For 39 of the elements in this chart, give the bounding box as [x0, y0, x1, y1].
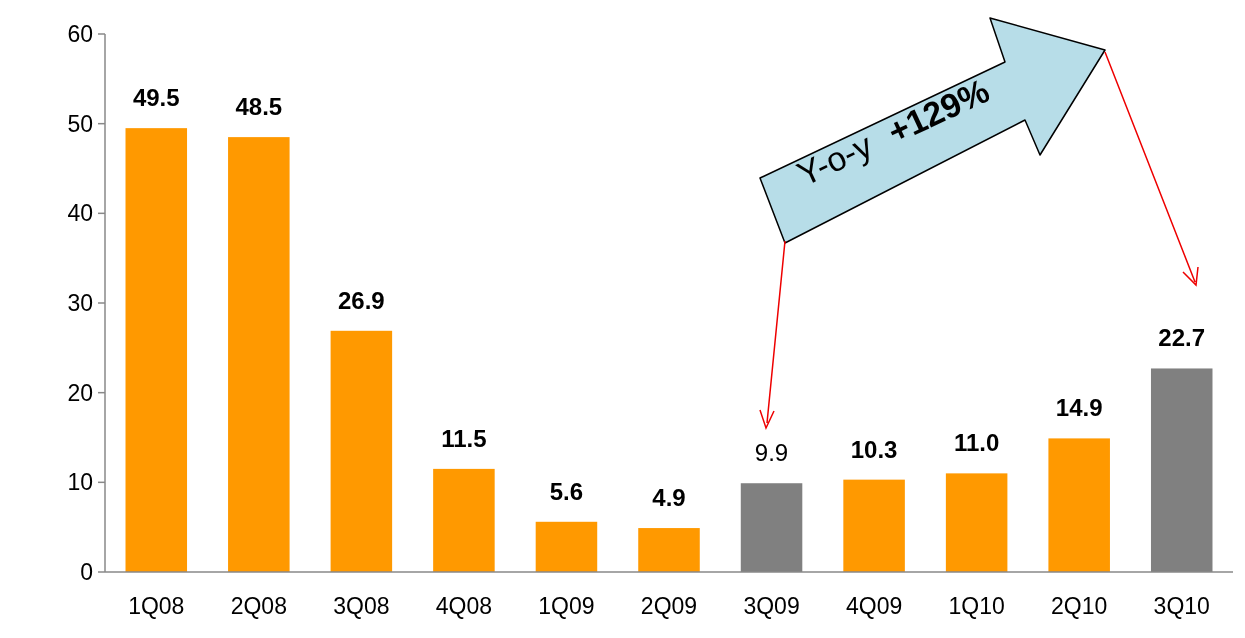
data-label: 26.9 [338, 286, 385, 314]
data-label: 11.5 [441, 424, 487, 452]
bar [945, 473, 1008, 572]
data-label: 14.9 [1055, 394, 1103, 422]
bar [638, 528, 700, 572]
x-tick-label: 2Q10 [1051, 593, 1108, 619]
bar [330, 330, 393, 572]
data-label: 11.0 [953, 429, 1000, 457]
y-tick-label: 50 [67, 110, 93, 137]
x-tick-label: 2Q09 [640, 593, 698, 619]
x-tick-label: 1Q09 [538, 593, 595, 619]
data-label: 48.5 [235, 93, 283, 121]
bar [433, 468, 495, 572]
x-tick-label: 4Q09 [845, 593, 903, 619]
x-tick-label: 3Q10 [1153, 593, 1210, 619]
y-tick-label: 10 [67, 469, 93, 496]
bar [1048, 438, 1110, 572]
data-label: 49.5 [132, 84, 180, 112]
y-tick-label: 0 [80, 559, 93, 586]
x-tick-label: 2Q08 [230, 593, 287, 619]
y-tick-label: 60 [67, 21, 93, 48]
x-tick-label: 3Q08 [333, 593, 390, 619]
x-tick-label: 4Q08 [435, 593, 493, 619]
x-tick-label: 1Q08 [128, 593, 185, 619]
y-tick-label: 40 [67, 200, 93, 227]
bar [843, 479, 905, 572]
y-tick-label: 20 [67, 379, 93, 406]
data-label: 10.3 [850, 435, 898, 463]
annotation: Y-o-y [791, 125, 878, 194]
data-label: 22.7 [1158, 324, 1206, 352]
x-tick-label: 3Q09 [743, 593, 800, 619]
x-tick-label: 1Q10 [948, 593, 1005, 619]
data-label: 5.6 [549, 477, 584, 505]
bar [228, 137, 290, 572]
data-label: 9.9 [754, 439, 789, 467]
bar [535, 521, 598, 572]
y-tick-label: 30 [67, 290, 93, 317]
data-label: 4.9 [652, 484, 686, 512]
bar [125, 128, 188, 572]
